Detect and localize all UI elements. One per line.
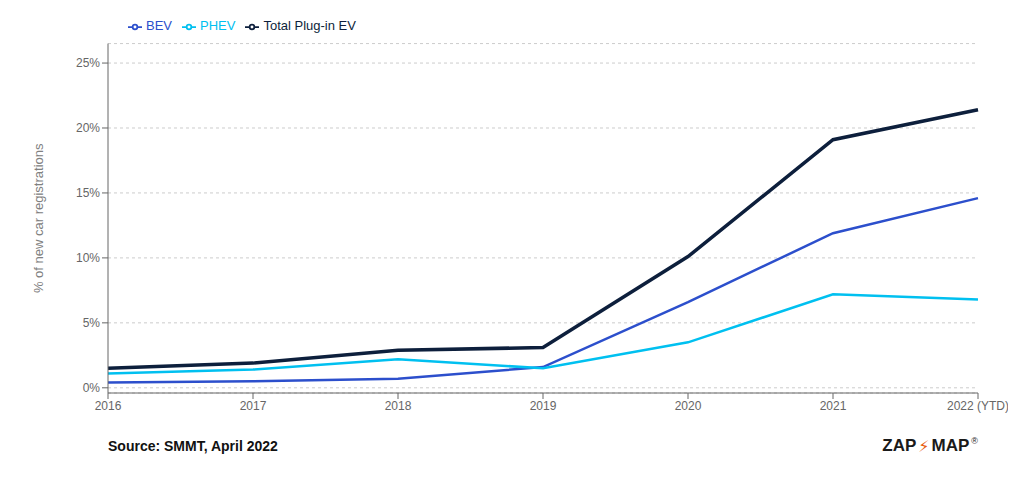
html-text:Total Plug-in EV: Total Plug-in EV (263, 18, 356, 33)
svg-text:2017: 2017 (240, 399, 267, 413)
svg-text:2018: 2018 (385, 399, 412, 413)
html-text:ZAP⚡MAP®: ZAP⚡MAP® (882, 436, 978, 456)
svg-text:0%: 0% (83, 381, 101, 395)
svg-text:2019: 2019 (530, 399, 557, 413)
svg-text:5%: 5% (83, 316, 101, 330)
svg-text:2016: 2016 (95, 399, 122, 413)
svg-text:20%: 20% (76, 121, 100, 135)
svg-text:15%: 15% (76, 186, 100, 200)
svg-text:2020: 2020 (675, 399, 702, 413)
html-text:BEV: BEV (146, 18, 172, 33)
svg-text:25%: 25% (76, 56, 100, 70)
html-text:PHEV: PHEV (200, 18, 236, 33)
html-text:Source: SMMT, April 2022: Source: SMMT, April 2022 (108, 438, 278, 454)
svg-text:10%: 10% (76, 251, 100, 265)
svg-text:2022 (YTD): 2022 (YTD) (947, 399, 1008, 413)
svg-text:2021: 2021 (820, 399, 847, 413)
svg-text:% of new car registrations: % of new car registrations (31, 143, 46, 293)
